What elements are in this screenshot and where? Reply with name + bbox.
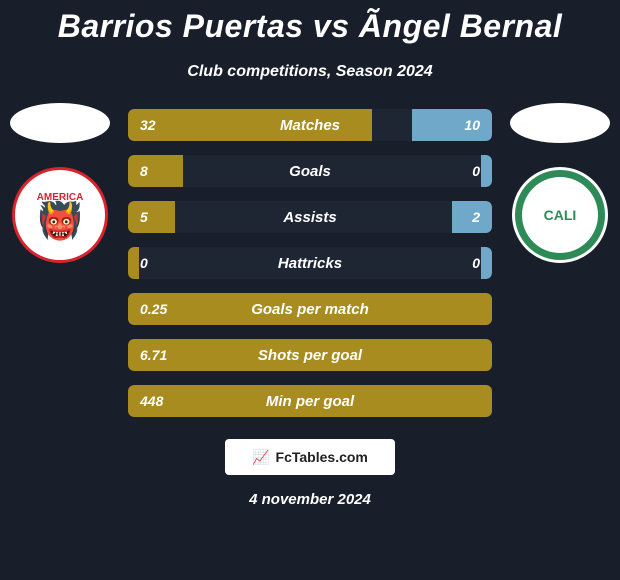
- stat-label: Hattricks: [128, 255, 492, 272]
- stat-row: 80Goals: [128, 155, 492, 187]
- comparison-content: AMERICA 👹 3210Matches 80Goals 52Assists 00H…: [0, 109, 620, 417]
- right-side: CALI: [500, 109, 620, 417]
- stat-label: Shots per goal: [128, 347, 492, 364]
- stat-label: Goals per match: [128, 301, 492, 318]
- stat-row: 448Min per goal: [128, 385, 492, 417]
- stat-row: 3210Matches: [128, 109, 492, 141]
- footer-badge[interactable]: 📈 FcTables.com: [225, 439, 395, 475]
- stat-row: 00Hattricks: [128, 247, 492, 279]
- left-club-logo: AMERICA 👹: [12, 167, 108, 263]
- left-side: AMERICA 👹: [0, 109, 120, 417]
- stat-row: 52Assists: [128, 201, 492, 233]
- footer-label: FcTables.com: [276, 449, 368, 465]
- right-club-name: CALI: [522, 177, 598, 253]
- right-player-ellipse: [510, 103, 610, 143]
- stat-row: 0.25Goals per match: [128, 293, 492, 325]
- chart-icon: 📈: [252, 449, 269, 466]
- stat-label: Matches: [128, 117, 492, 134]
- right-club-logo: CALI: [512, 167, 608, 263]
- stat-label: Goals: [128, 163, 492, 180]
- stat-label: Min per goal: [128, 393, 492, 410]
- stat-label: Assists: [128, 209, 492, 226]
- devil-icon: 👹: [38, 203, 83, 239]
- date-label: 4 november 2024: [0, 491, 620, 508]
- left-player-ellipse: [10, 103, 110, 143]
- page-title: Barrios Puertas vs Ãngel Bernal: [0, 0, 620, 45]
- stats-bars: 3210Matches 80Goals 52Assists 00Hattricks 0.…: [120, 109, 500, 417]
- page-subtitle: Club competitions, Season 2024: [0, 63, 620, 81]
- stat-row: 6.71Shots per goal: [128, 339, 492, 371]
